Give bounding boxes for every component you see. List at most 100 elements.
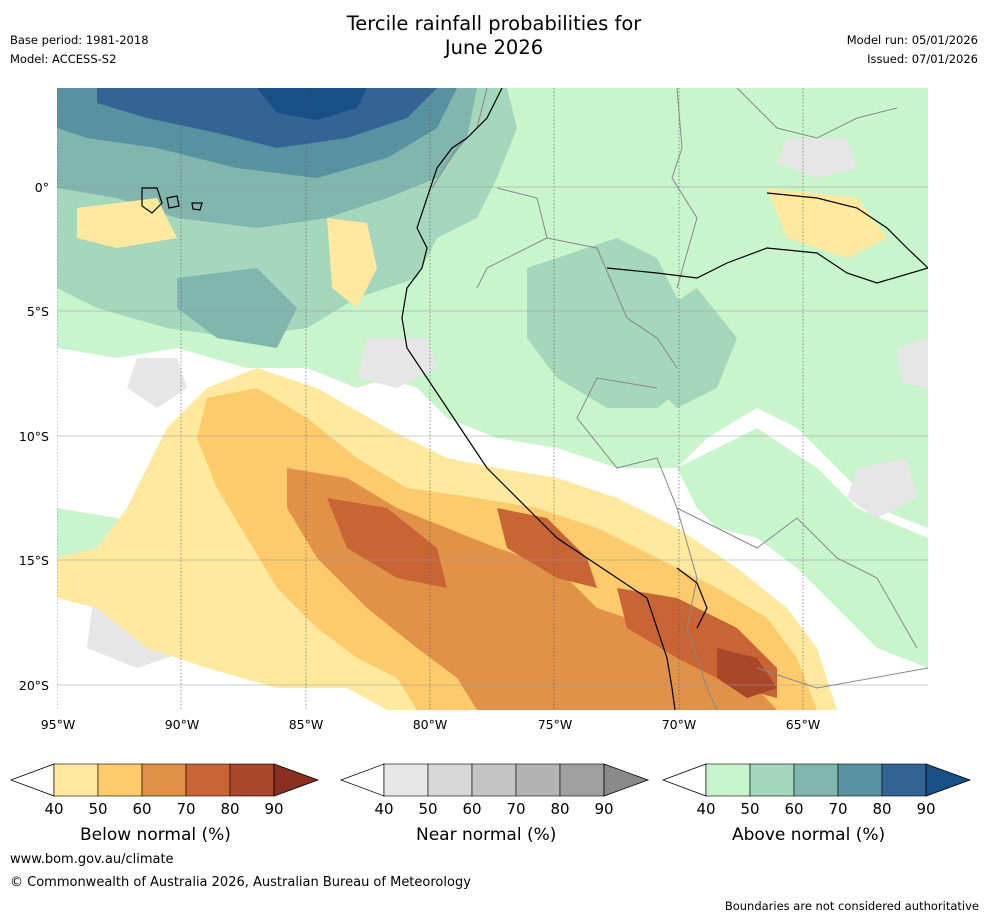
below-swatch-40 xyxy=(53,763,99,797)
south-america-pacific-coast xyxy=(401,88,676,710)
below-swatch-80 xyxy=(229,763,275,797)
border-peru-colombia xyxy=(546,237,678,369)
below-extend-high xyxy=(273,763,320,797)
below-70-band-east xyxy=(497,508,597,588)
copyright-text: © Commonwealth of Australia 2026, Austra… xyxy=(10,875,471,890)
lon-label-90w: 90°W xyxy=(164,717,200,732)
lat-label-20s: 20°S xyxy=(18,678,49,693)
lon-label-70w: 70°W xyxy=(661,717,697,732)
colorbar-near-swatches xyxy=(340,763,650,797)
above-tick-label: 80 xyxy=(872,800,892,818)
lon-label-65w: 65°W xyxy=(785,717,821,732)
above-extend-high xyxy=(925,763,972,797)
near-extend-high xyxy=(603,763,650,797)
lat-label-5s: 5°S xyxy=(26,304,49,319)
amazon-river-main xyxy=(606,247,928,284)
above-60-patch xyxy=(177,268,297,348)
map-title: Tercile rainfall probabilities for June … xyxy=(0,12,988,60)
near-tick-label: 80 xyxy=(550,800,570,818)
above-swatch-50 xyxy=(749,763,795,797)
near-tick-label: 70 xyxy=(506,800,526,818)
below-normal-regions xyxy=(57,188,887,710)
title-line-1: Tercile rainfall probabilities for xyxy=(346,12,642,35)
below-swatch-60 xyxy=(141,763,187,797)
border-venezuela xyxy=(736,88,898,139)
coastlines xyxy=(141,88,928,710)
below-70-band-west xyxy=(327,498,447,588)
near-swatch-60 xyxy=(471,763,517,797)
lat-label-0: 0° xyxy=(34,180,49,195)
near-swatch-40 xyxy=(383,763,429,797)
country-borders xyxy=(431,88,928,710)
colorbar-near-title: Near normal (%) xyxy=(416,825,557,845)
above-swatch-70 xyxy=(837,763,883,797)
above-tick-label: 60 xyxy=(784,800,804,818)
below-tick-label: 80 xyxy=(220,800,240,818)
galapagos-island-1 xyxy=(141,187,163,214)
above-90-north xyxy=(257,88,367,120)
colorbar-below-title: Below normal (%) xyxy=(80,825,231,845)
border-peru-bolivia xyxy=(676,507,718,710)
near-tick-label: 40 xyxy=(374,800,394,818)
galapagos-island-3 xyxy=(191,202,203,211)
model-run-text: Model run: 05/01/2026 xyxy=(846,33,978,47)
galapagos-island-2 xyxy=(166,195,180,209)
near-swatch-80 xyxy=(559,763,605,797)
above-swatch-80 xyxy=(881,763,927,797)
near-50-patch-3 xyxy=(777,138,857,178)
below-40-patch-north xyxy=(327,218,377,308)
above-normal-regions xyxy=(57,88,928,668)
near-tick-label: 90 xyxy=(594,800,614,818)
above-extend-low xyxy=(662,763,707,797)
lake-titicaca xyxy=(676,567,708,629)
title-line-2: June 2026 xyxy=(444,36,544,59)
website-url: www.bom.gov.au/climate xyxy=(10,852,174,867)
below-tick-label: 50 xyxy=(88,800,108,818)
map-canvas xyxy=(57,88,928,710)
lon-label-75w: 75°W xyxy=(537,717,573,732)
below-tick-label: 70 xyxy=(176,800,196,818)
graticule xyxy=(57,88,928,710)
below-80-patch xyxy=(717,648,777,698)
below-tick-label: 40 xyxy=(44,800,64,818)
near-swatch-50 xyxy=(427,763,473,797)
below-40-patch-west xyxy=(77,198,177,248)
base-period-text: Base period: 1981-2018 xyxy=(10,33,149,47)
below-swatch-50 xyxy=(97,763,143,797)
near-50-patch-4 xyxy=(847,458,917,518)
model-text: Model: ACCESS-S2 xyxy=(10,52,117,66)
above-tick-label: 70 xyxy=(828,800,848,818)
lon-label-80w: 80°W xyxy=(412,717,448,732)
colorbar-below-swatches xyxy=(10,763,320,797)
above-tick-label: 40 xyxy=(696,800,716,818)
probability-map xyxy=(57,88,928,710)
border-peru-brazil xyxy=(576,377,678,509)
lon-label-85w: 85°W xyxy=(288,717,324,732)
above-tick-label: 90 xyxy=(916,800,936,818)
below-extend-low xyxy=(10,763,55,797)
colorbar-above-swatches xyxy=(662,763,972,797)
colorbar-above-normal: 40 50 60 70 80 90 Above normal (%) xyxy=(662,762,972,852)
near-extend-low xyxy=(340,763,385,797)
above-swatch-40 xyxy=(705,763,751,797)
below-swatch-70 xyxy=(185,763,231,797)
near-50-patch-1 xyxy=(127,358,187,408)
amazon-river-north xyxy=(766,192,928,269)
lon-label-95w: 95°W xyxy=(40,717,76,732)
lat-label-10s: 10°S xyxy=(18,429,49,444)
near-tick-label: 50 xyxy=(418,800,438,818)
border-bolivia-paraguay xyxy=(756,667,928,689)
near-tick-label: 60 xyxy=(462,800,482,818)
above-50-east xyxy=(637,288,737,408)
issued-text: Issued: 07/01/2026 xyxy=(867,52,978,66)
lat-label-15s: 15°S xyxy=(18,553,49,568)
near-50-patch-7 xyxy=(897,338,928,388)
near-swatch-70 xyxy=(515,763,561,797)
border-colombia-brazil xyxy=(671,88,698,289)
below-tick-label: 90 xyxy=(264,800,284,818)
below-tick-label: 60 xyxy=(132,800,152,818)
border-bolivia-brazil xyxy=(676,507,918,649)
colorbar-near-normal: 40 50 60 70 80 90 Near normal (%) xyxy=(340,762,650,852)
above-tick-label: 50 xyxy=(740,800,760,818)
below-40-patch-ne xyxy=(767,188,887,258)
